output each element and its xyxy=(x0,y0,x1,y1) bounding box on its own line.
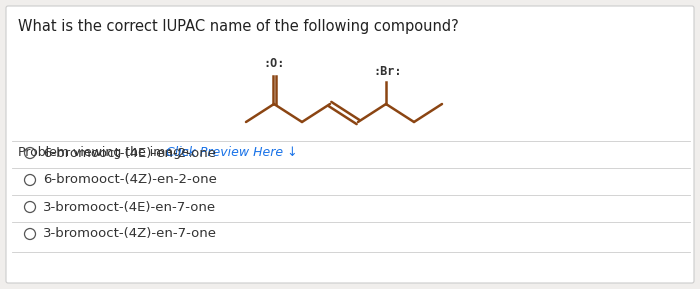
Text: 6-bromooct-(4E)-en-2-one: 6-bromooct-(4E)-en-2-one xyxy=(43,147,216,160)
Text: :Br:: :Br: xyxy=(374,65,402,78)
Text: 3-bromooct-(4Z)-en-7-one: 3-bromooct-(4Z)-en-7-one xyxy=(43,227,217,240)
Text: :O:: :O: xyxy=(263,57,285,70)
Text: Problem viewing the image,: Problem viewing the image, xyxy=(18,146,197,159)
Text: Click Preview Here ↓: Click Preview Here ↓ xyxy=(166,146,298,159)
Text: 3-bromooct-(4E)-en-7-one: 3-bromooct-(4E)-en-7-one xyxy=(43,201,216,214)
FancyBboxPatch shape xyxy=(6,6,694,283)
Text: 6-bromooct-(4Z)-en-2-one: 6-bromooct-(4Z)-en-2-one xyxy=(43,173,217,186)
Text: What is the correct IUPAC name of the following compound?: What is the correct IUPAC name of the fo… xyxy=(18,19,458,34)
